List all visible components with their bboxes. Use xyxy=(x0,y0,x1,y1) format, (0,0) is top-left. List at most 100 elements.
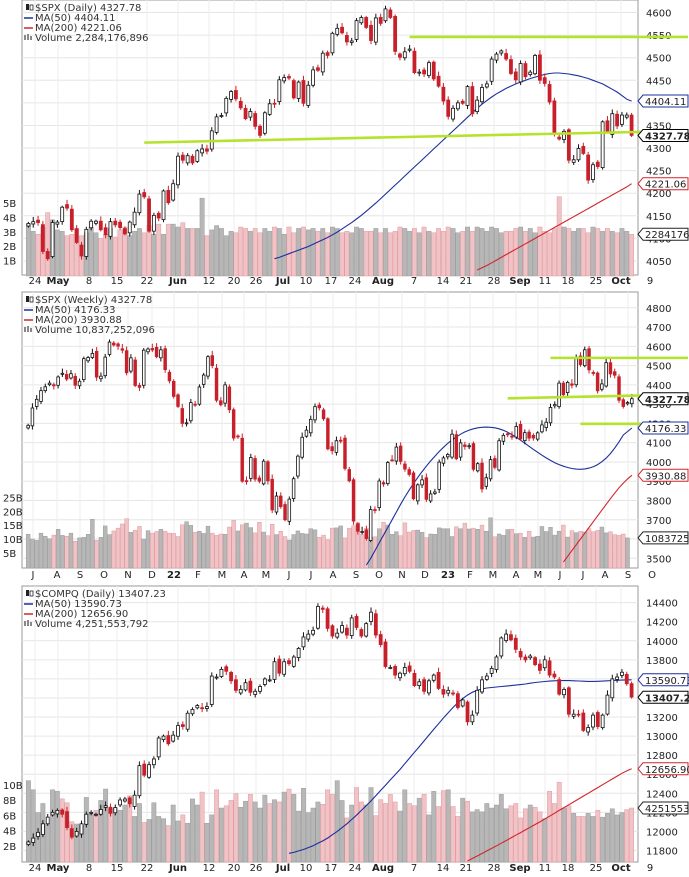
price-tag-box xyxy=(637,468,689,482)
candle-body xyxy=(542,77,547,84)
candle-body xyxy=(570,383,574,386)
candle-body xyxy=(154,346,159,358)
volume-bar xyxy=(411,530,416,569)
candle-body xyxy=(266,461,270,482)
candle-body xyxy=(300,436,304,458)
volume-bar xyxy=(136,228,142,277)
candle-body xyxy=(454,434,459,460)
volume-bar xyxy=(614,232,620,277)
volume-bar xyxy=(286,226,292,277)
volume-bar xyxy=(204,235,210,277)
x-tick-label: 25 xyxy=(590,276,603,287)
volume-bar xyxy=(571,231,577,277)
price-tag-label: 4176.33 xyxy=(645,424,686,435)
x-tick-label: O xyxy=(375,570,383,581)
candle-body xyxy=(79,823,84,835)
candle-body xyxy=(527,431,531,439)
volume-bar xyxy=(315,801,321,863)
volume-bar xyxy=(416,232,422,277)
volume-tick-label: 2B xyxy=(3,842,16,853)
candle-body xyxy=(267,103,272,115)
candle-body xyxy=(574,358,578,386)
candle-body xyxy=(437,461,441,490)
legend-entry: $SPX (Daily) 4327.78 xyxy=(35,3,141,14)
candle-body xyxy=(84,228,89,257)
volume-bar xyxy=(624,231,630,277)
volume-bar xyxy=(310,228,316,277)
volume-bar xyxy=(580,228,586,277)
candle-body xyxy=(591,372,596,374)
volume-bar xyxy=(496,533,502,569)
volume-tag-box xyxy=(637,227,689,241)
volume-bar xyxy=(561,226,567,277)
candle-body xyxy=(282,77,287,82)
candle-body xyxy=(291,80,296,99)
volume-bar xyxy=(93,810,99,863)
volume-bar xyxy=(170,804,176,863)
volume-bar xyxy=(402,228,408,277)
candle-body xyxy=(132,211,137,226)
candle-body xyxy=(223,384,227,404)
candle-body xyxy=(171,734,176,742)
x-tick-label: 10 xyxy=(300,863,313,874)
chart-panel-2: 3500360037003800390040004100420043004400… xyxy=(3,291,689,581)
volume-bar xyxy=(489,807,495,863)
candle-body xyxy=(427,62,431,76)
volume-bar xyxy=(484,231,490,277)
x-tick-label: 26 xyxy=(250,863,263,874)
candle-body xyxy=(344,627,349,636)
candle-body xyxy=(335,632,340,638)
candle-body xyxy=(156,737,161,758)
volume-bar xyxy=(35,233,41,277)
volume-bar xyxy=(117,229,123,277)
volume-bar xyxy=(407,231,413,277)
volume-bar xyxy=(415,529,420,569)
candle-body xyxy=(629,683,634,698)
x-tick-label: J xyxy=(558,570,562,581)
volume-bar xyxy=(460,797,466,863)
candle-body xyxy=(55,221,60,225)
candle-body xyxy=(390,459,394,462)
volume-bar xyxy=(231,520,236,569)
price-tag: 13590.73 xyxy=(637,673,689,687)
candle-body xyxy=(142,763,147,776)
candle-body xyxy=(343,437,347,469)
candle-body xyxy=(484,675,489,680)
volume-bar xyxy=(387,232,393,277)
candle-body xyxy=(86,357,90,362)
legend-entry: MA(200) 3930.88 xyxy=(35,315,122,326)
candle-body xyxy=(621,399,626,407)
candle-body xyxy=(320,607,325,610)
volume-bar xyxy=(547,232,552,277)
candle-body xyxy=(147,198,151,232)
candle-body xyxy=(36,219,40,223)
candle-body xyxy=(180,154,185,161)
candle-body xyxy=(436,75,441,87)
volume-bar xyxy=(301,788,306,863)
candle-body xyxy=(548,407,553,424)
volume-bar xyxy=(219,228,224,277)
volume-bar xyxy=(38,532,44,569)
candle-body xyxy=(595,372,600,392)
candle-body xyxy=(272,102,277,105)
volume-bar xyxy=(505,529,510,569)
volume-bar xyxy=(445,528,450,569)
volume-bar xyxy=(527,228,533,277)
candle-body xyxy=(552,673,557,678)
volume-bar xyxy=(68,532,74,569)
candle-body xyxy=(407,665,412,672)
volume-bar xyxy=(586,528,592,569)
volume-bar xyxy=(338,525,343,569)
candle-body xyxy=(231,409,236,439)
volume-bar xyxy=(190,798,195,863)
volume-bar xyxy=(402,789,408,863)
volume-bar xyxy=(161,233,166,277)
volume-bar xyxy=(162,530,168,569)
candle-body xyxy=(455,102,460,110)
candle-body xyxy=(309,418,313,434)
candle-body xyxy=(571,713,576,717)
volume-bar xyxy=(412,228,417,277)
volume-bar xyxy=(494,804,499,863)
x-tick-label: Aug xyxy=(372,863,394,874)
volume-bar xyxy=(349,232,355,277)
